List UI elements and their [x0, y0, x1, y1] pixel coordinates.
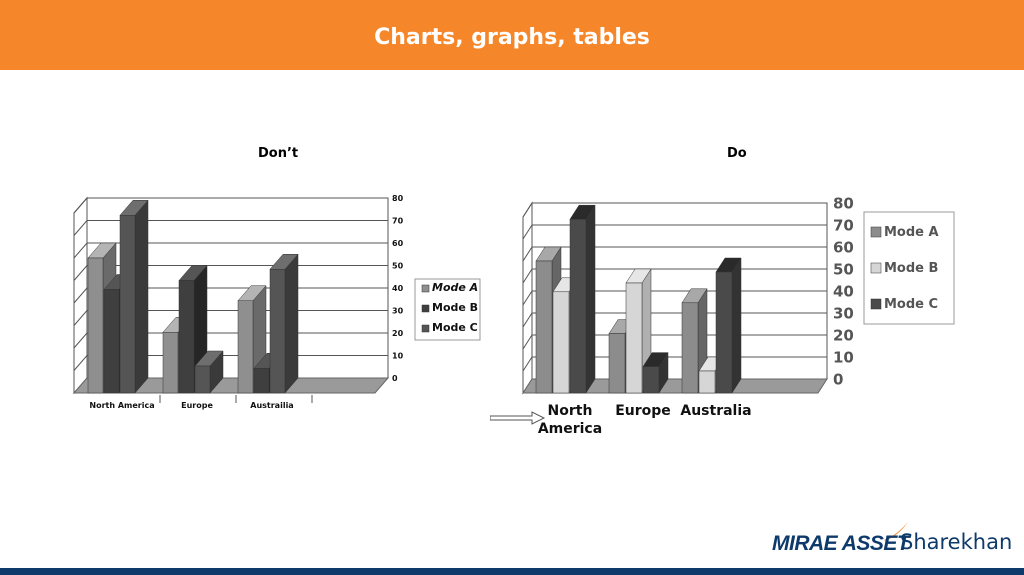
- undefined-bar-mode-c-0: [119, 215, 136, 394]
- swoosh-icon: [884, 522, 908, 541]
- undefined-gridline: [522, 202, 827, 218]
- undefined-legend-swatch: [870, 262, 882, 274]
- undefined-y-tick-label: 70: [833, 216, 854, 234]
- undefined-gridline: [73, 197, 388, 214]
- undefined-category-label: North America: [538, 403, 602, 437]
- undefined-gridline: [73, 242, 388, 259]
- undefined-bar-side: [731, 257, 742, 394]
- undefined-category-label: Europe: [181, 401, 213, 410]
- undefined-legend-label: Mode A: [432, 281, 478, 294]
- undefined-y-tick-label: 20: [392, 329, 404, 338]
- undefined-legend-swatch: [421, 284, 430, 293]
- undefined-y-tick-label: 0: [392, 374, 398, 383]
- undefined-gridline: [522, 246, 827, 262]
- brand-logo: MIRAE ASSET Sharekhan: [772, 520, 1012, 560]
- header-bar: [0, 0, 1024, 70]
- undefined-bar-side: [585, 204, 596, 394]
- brand-name-primary: MIRAE ASSET: [772, 532, 910, 555]
- brand-name-secondary: Sharekhan: [900, 530, 1013, 554]
- undefined-bar-mode-b-0: [552, 291, 570, 394]
- undefined-legend-swatch: [870, 298, 882, 310]
- undefined-category-label: Europe: [615, 403, 671, 419]
- undefined-legend-label: Mode B: [432, 301, 478, 314]
- undefined-bar-mode-a-2: [681, 302, 699, 394]
- undefined-y-tick-label: 80: [392, 194, 404, 203]
- undefined-y-tick-label: 10: [833, 348, 854, 366]
- undefined-legend-label: Mode C: [884, 297, 938, 312]
- undefined-bar-mode-c-1: [194, 365, 211, 394]
- undefined-bar-mode-b-2: [253, 368, 270, 394]
- undefined-bar-mode-b-1: [625, 282, 643, 394]
- undefined-y-tick-label: 60: [833, 238, 854, 256]
- undefined-legend-label: Mode B: [884, 261, 938, 276]
- undefined-y-tick-label: 50: [392, 261, 404, 270]
- undefined-bar-mode-a-2: [237, 300, 254, 394]
- undefined-bar-mode-c-2: [269, 269, 286, 394]
- undefined-y-tick-label: 60: [392, 239, 404, 248]
- dont-caption: Don’t: [258, 146, 299, 161]
- undefined-y-tick-label: 40: [392, 284, 404, 293]
- do-caption: Do: [727, 146, 747, 161]
- undefined-gridline: [73, 220, 388, 236]
- undefined-legend-swatch: [870, 226, 882, 238]
- undefined-legend-label: Mode A: [884, 225, 939, 240]
- undefined-y-tick-label: 40: [833, 282, 854, 300]
- undefined-category-label: Austrailia: [250, 401, 293, 410]
- undefined-category-label: Australia: [680, 403, 751, 419]
- undefined-bar-mode-b-0: [103, 289, 120, 394]
- undefined-bar-mode-c-2: [715, 271, 733, 394]
- undefined-y-tick-label: 30: [392, 306, 404, 315]
- undefined-y-tick-label: 50: [833, 260, 854, 278]
- undefined-y-tick-label: 30: [833, 304, 854, 322]
- undefined-bar-mode-a-1: [162, 332, 179, 394]
- undefined-category-label: North America: [89, 401, 154, 410]
- undefined-y-tick-label: 10: [392, 351, 404, 360]
- footer-bar: [0, 568, 1024, 575]
- undefined-y-tick-label: 20: [833, 326, 854, 344]
- undefined-bar-mode-a-0: [87, 257, 104, 394]
- undefined-bar-mode-a-1: [608, 333, 626, 394]
- undefined-y-tick-label: 80: [833, 194, 854, 212]
- undefined-bar-mode-c-1: [642, 366, 660, 394]
- undefined-legend-swatch: [421, 304, 430, 313]
- undefined-y-tick-label: 0: [833, 370, 843, 388]
- undefined-bar-mode-c-0: [569, 218, 587, 394]
- arrow-icon: [490, 411, 546, 425]
- undefined-gridline: [522, 224, 827, 240]
- undefined-y-tick-label: 70: [392, 216, 404, 225]
- undefined-bar-mode-b-1: [178, 280, 195, 394]
- undefined-legend-swatch: [421, 324, 430, 333]
- undefined-bar-mode-b-2: [698, 370, 716, 394]
- page-title: Charts, graphs, tables: [374, 25, 650, 50]
- undefined-bar-mode-a-0: [535, 260, 553, 394]
- undefined-legend-label: Mode C: [432, 321, 478, 334]
